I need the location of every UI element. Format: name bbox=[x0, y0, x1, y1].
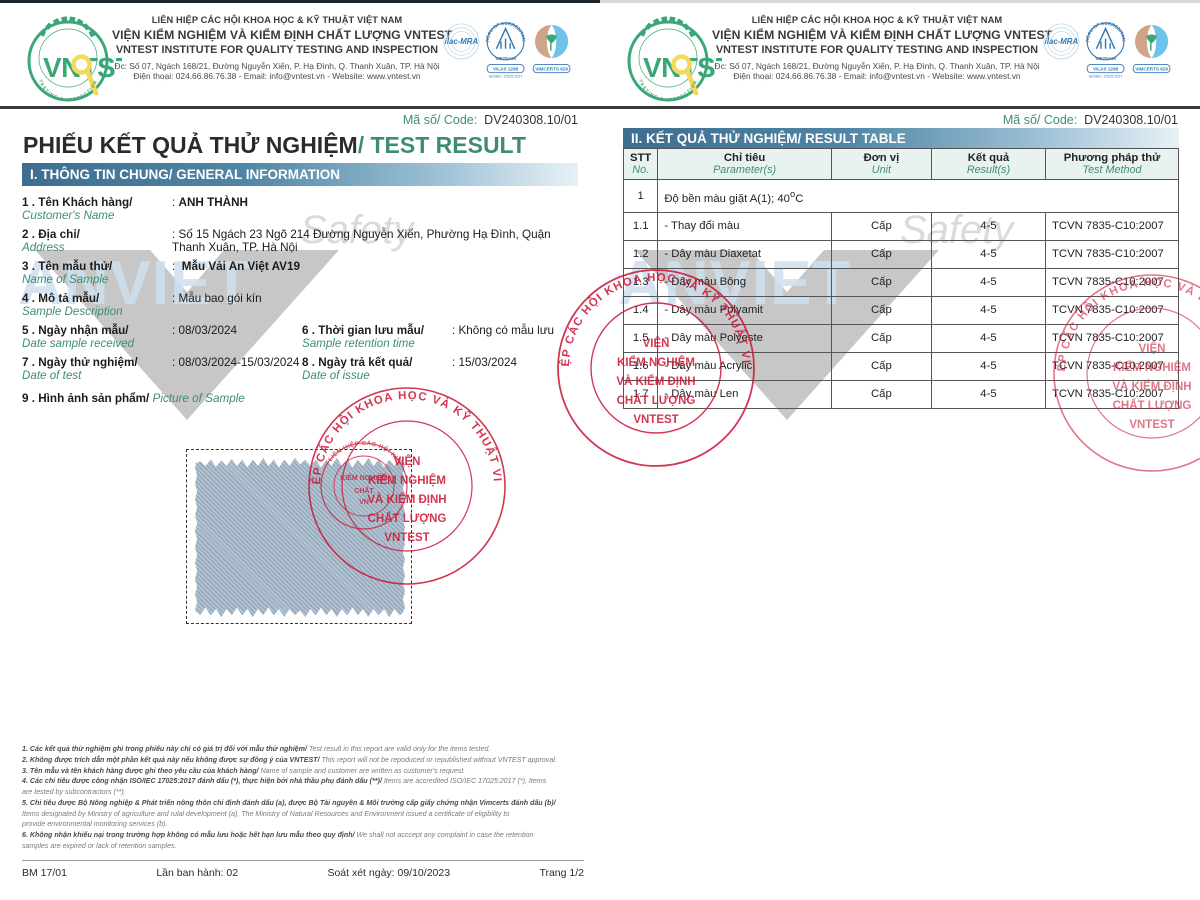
svg-text:CHẤT: CHẤT bbox=[354, 485, 374, 495]
svg-text:VÀ KIỂM ĐỊNH: VÀ KIỂM ĐỊNH bbox=[616, 375, 695, 388]
svg-text:ISO/IEC 17025:2017: ISO/IEC 17025:2017 bbox=[1089, 74, 1123, 78]
svg-text:VILAS 1298: VILAS 1298 bbox=[1093, 66, 1118, 71]
svg-text:VNTEST: VNTEST bbox=[633, 414, 678, 426]
svg-text:ilac-MRA: ilac-MRA bbox=[445, 37, 479, 46]
svg-text:CHẤT LƯỢNG: CHẤT LƯỢNG bbox=[1113, 399, 1192, 412]
svg-text:LIÊN HIỆP CÁC HỘI KH: LIÊN HIỆP CÁC HỘI KH bbox=[328, 440, 400, 463]
svg-text:VIỆN: VIỆN bbox=[1139, 342, 1166, 355]
svg-text:VÀ KIỂM ĐỊNH: VÀ KIỂM ĐỊNH bbox=[1112, 380, 1191, 393]
svg-text:VNTEST: VNTEST bbox=[384, 532, 429, 544]
svg-text:VIMCERTS 629: VIMCERTS 629 bbox=[1135, 66, 1168, 71]
svg-text:LIÊN HIỆP CÁC HỘI KHOA HỌC VÀ: LIÊN HIỆP CÁC HỘI KHOA HỌC VÀ KỸ THUẬT V… bbox=[1050, 265, 1200, 372]
svg-text:ilac-MRA: ilac-MRA bbox=[1045, 37, 1079, 46]
svg-text:VNTEST: VNTEST bbox=[1129, 419, 1174, 431]
svg-text:KIỂM NGHIỆM: KIỂM NGHIỆM bbox=[1113, 361, 1191, 374]
svg-text:VIỆN: VIỆN bbox=[643, 337, 670, 350]
svg-text:KIỂM NGHIỆM: KIỂM NGHIỆM bbox=[340, 473, 388, 482]
svg-text:VIETNAM: VIETNAM bbox=[1095, 56, 1116, 61]
svg-text:KIỂM NGHIỆM: KIỂM NGHIỆM bbox=[617, 356, 695, 369]
svg-text:VN: VN bbox=[359, 499, 369, 506]
svg-text:CHẤT LƯỢNG: CHẤT LƯỢNG bbox=[617, 394, 696, 407]
svg-text:VILAS 1298: VILAS 1298 bbox=[493, 66, 518, 71]
svg-text:VIETNAM: VIETNAM bbox=[495, 56, 516, 61]
svg-text:LIÊN HIỆP CÁC HỘI KHOA HỌC VÀ: LIÊN HIỆP CÁC HỘI KHOA HỌC VÀ KỸ THUẬT V… bbox=[554, 260, 752, 367]
svg-text:ISO/IEC 17025:2017: ISO/IEC 17025:2017 bbox=[489, 74, 523, 78]
svg-text:VIMCERTS 629: VIMCERTS 629 bbox=[535, 66, 568, 71]
